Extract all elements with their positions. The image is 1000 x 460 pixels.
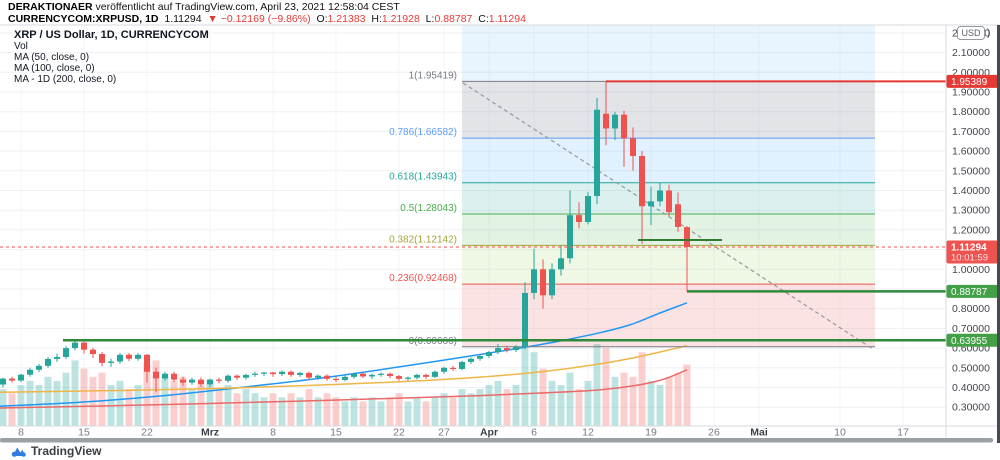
price-tick-label: 1.30000: [952, 205, 990, 217]
fib-label: 0.5(1.28043): [400, 203, 457, 214]
countdown-timer: 10:01:59: [951, 253, 988, 264]
time-tick-label: 6: [531, 427, 537, 439]
price-tick-label: 1.20000: [952, 224, 990, 236]
drawings[interactable]: [63, 80, 946, 342]
time-tick-label: 10: [834, 427, 846, 439]
current-price-tag: [946, 240, 999, 264]
unit-usd-label: USD: [961, 28, 981, 38]
header: DERAKTIONAER veröffentlicht auf TradingV…: [8, 2, 998, 26]
time-tick-label: 17: [897, 427, 909, 439]
price-tag: [946, 284, 999, 298]
time-tick-label: Mrz: [201, 427, 219, 439]
time-tick-label: 12: [582, 427, 594, 439]
fib-trendline: [462, 82, 874, 350]
time-tick-label: Apr: [480, 427, 498, 439]
high-value: 1.21928: [381, 13, 420, 25]
legend-ma50[interactable]: MA (50, close, 0): [14, 52, 90, 63]
open-label: O:: [316, 13, 328, 25]
price-tick-label: 2.10000: [952, 47, 990, 59]
fib-label: 0.382(1.12142): [389, 234, 457, 245]
price-tick-label: 0.70000: [952, 323, 990, 335]
open-value: 1.21383: [327, 13, 366, 25]
symbol-label: CURRENCYCOM:XRPUSD, 1D: [8, 13, 159, 25]
price-tick-label: 0.30000: [952, 402, 990, 414]
publish-line: DERAKTIONAER veröffentlicht auf TradingV…: [8, 2, 998, 13]
chart-chrome: [0, 24, 1000, 443]
publish-info: veröffentlicht auf TradingView.com, Apri…: [92, 1, 400, 13]
price-tick-label: 1.70000: [952, 126, 990, 138]
tradingview-logo-text: TradingView: [31, 444, 102, 458]
price-tag: [946, 74, 999, 88]
ma100-line: [0, 344, 688, 393]
svg-text:1.95389: 1.95389: [951, 77, 988, 88]
time-tick-label: 15: [78, 427, 90, 439]
time-tick-label: 26: [708, 427, 720, 439]
tradingview-logo[interactable]: TradingView: [10, 444, 101, 458]
time-tick-label: 15: [330, 427, 342, 439]
price-tick-label: 0.40000: [952, 382, 990, 394]
price-axis[interactable]: 2.200002.100002.000001.900001.800001.700…: [946, 25, 1000, 438]
legend-volume[interactable]: Vol: [14, 41, 28, 52]
moving-averages: [0, 302, 688, 409]
right-edge-bar: [997, 25, 1000, 443]
svg-text:1.11294: 1.11294: [951, 243, 987, 254]
fib-retracement-bands: [462, 25, 875, 347]
price-change: ▼ −0.12169 (−9.86%): [207, 13, 311, 25]
fib-label: 1(1.95419): [409, 70, 457, 81]
horizontal-scrollbar[interactable]: [0, 438, 993, 443]
high-label: H:: [371, 13, 382, 25]
last-price: 1.11294: [164, 13, 202, 25]
ma50-line: [0, 302, 688, 407]
price-tick-label: 1.80000: [952, 106, 990, 118]
price-tag: [946, 333, 999, 347]
legend-symbol-title[interactable]: XRP / US Dollar, 1D, CURRENCYCOM: [14, 29, 209, 41]
price-tick-label: 1.00000: [952, 264, 990, 276]
time-tick-label: 19: [645, 427, 657, 439]
legend-ma200[interactable]: MA - 1D (200, close, 0): [14, 74, 117, 85]
time-tick-label: Mai: [750, 427, 768, 439]
symbol-ohlc-line: CURRENCYCOM:XRPUSD, 1D 1.11294 ▼ −0.1216…: [8, 14, 998, 25]
price-tick-label: 1.60000: [952, 146, 990, 158]
candles: [0, 81, 690, 393]
svg-text:0.88787: 0.88787: [951, 287, 988, 298]
unit-usd-chip[interactable]: [957, 26, 985, 40]
tradingview-cloud-icon: [11, 447, 26, 457]
price-tick-label: 1.90000: [952, 87, 990, 99]
low-value: 0.88787: [434, 13, 473, 25]
time-axis[interactable]: 8 15 22 Mrz 8 15 22 27 Apr 6 12 19 26 Mai 10 17: [0, 425, 1000, 439]
price-tick-label: 1.50000: [952, 165, 990, 177]
gridlines: [0, 25, 946, 426]
unit-suffix: ): [987, 27, 991, 39]
time-tick-label: 8: [18, 427, 24, 439]
low-label: L:: [425, 13, 435, 25]
fib-label: 0.618(1.43943): [389, 172, 457, 183]
time-tick-label: 27: [438, 427, 450, 439]
time-tick-label: 22: [141, 427, 153, 439]
close-label: C:: [478, 13, 489, 25]
chart-legend: XRP / US Dollar, 1D, CURRENCYCOM Vol MA …: [14, 29, 209, 85]
time-tick-label: 8: [270, 427, 276, 439]
price-tick-label: 0.50000: [952, 362, 990, 374]
fib-label: 0.786(1.66582): [389, 127, 457, 138]
time-tick-label: 22: [393, 427, 405, 439]
svg-text:0.63955: 0.63955: [951, 336, 988, 347]
fib-label: 0.236(0.92468): [389, 273, 457, 284]
author-name: DERAKTIONAER: [8, 1, 93, 13]
price-tick-label: 0.80000: [952, 303, 990, 315]
close-value: 1.11294: [488, 13, 526, 25]
price-tick-label: 1.40000: [952, 185, 990, 197]
ma200-line: [0, 369, 688, 409]
legend-ma100[interactable]: MA (100, close, 0): [14, 63, 95, 74]
